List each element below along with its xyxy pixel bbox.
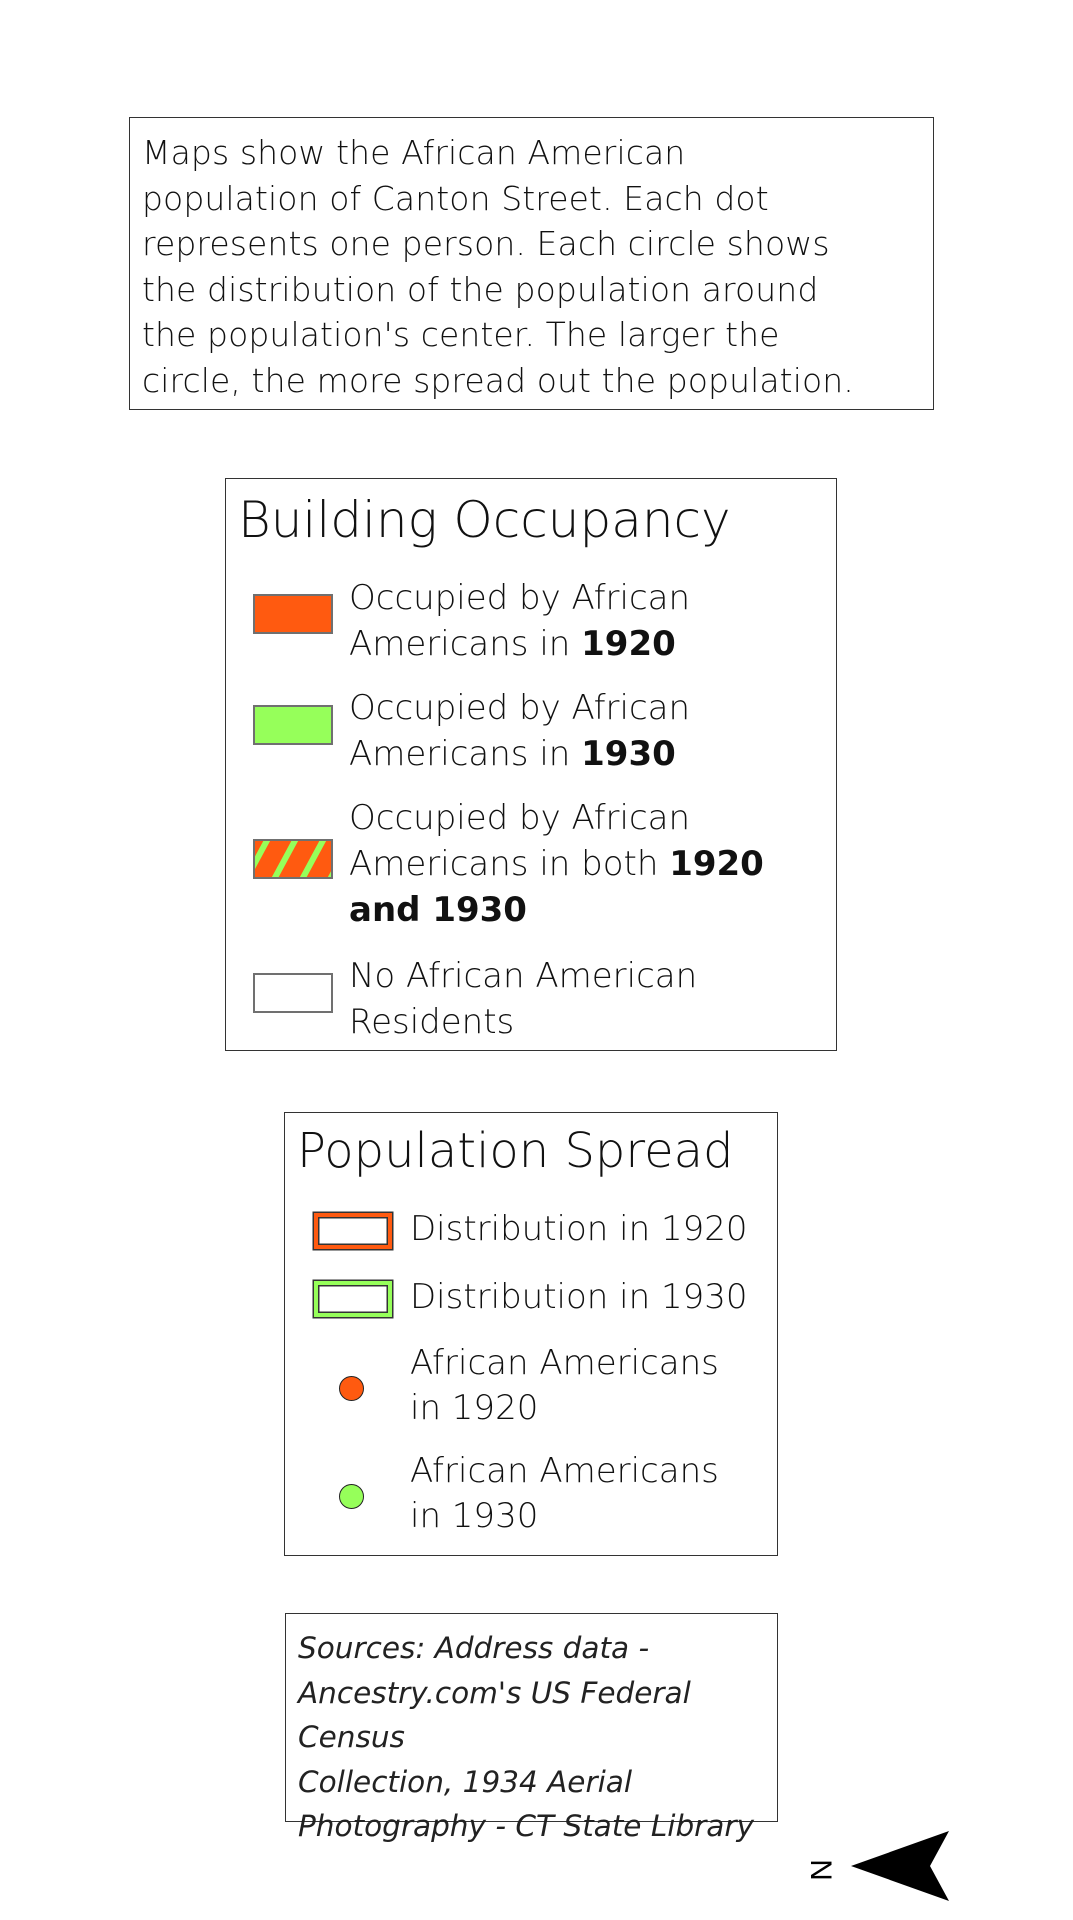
legend-title: Population Spread — [297, 1123, 734, 1179]
distribution-1920-swatch — [314, 1213, 392, 1249]
population-spread-legend: Population Spread Distribution in 1920 D… — [284, 1112, 778, 1556]
dots-1920-label: African Americans in 1920 — [410, 1343, 719, 1428]
legend-title: Building Occupancy — [238, 491, 731, 549]
distribution-1930-label: Distribution in 1930 — [410, 1277, 748, 1317]
building-occupancy-legend: Building Occupancy Occupied by African A… — [225, 478, 837, 1051]
no-residents-swatch — [253, 973, 333, 1013]
sources-text: Sources: Address data - Ancestry.com's U… — [298, 1631, 754, 1843]
occupied-both-hatched-swatch — [253, 839, 333, 879]
dot-1930-swatch — [339, 1484, 364, 1509]
map-description-box: Maps show the African American populatio… — [129, 117, 934, 410]
north-arrow: N — [804, 1826, 955, 1906]
description-line: the population's center. The larger the — [142, 315, 780, 354]
legend-item-label: Occupied by African Americans in 1920 — [349, 578, 691, 664]
occupied-1920-swatch — [253, 594, 333, 634]
description-line: the distribution of the population aroun… — [142, 269, 819, 309]
map-description: Maps show the African American populatio… — [142, 130, 921, 403]
north-arrow-icon: N — [804, 1831, 949, 1901]
distribution-1920-label: Distribution in 1920 — [410, 1209, 748, 1249]
description-line: represents one person. Each circle shows — [142, 224, 830, 263]
dots-1930-label: African Americans in 1930 — [410, 1451, 719, 1536]
description-line: Maps show the African American — [142, 133, 686, 172]
north-label: N — [805, 1859, 837, 1881]
distribution-1930-swatch — [314, 1281, 392, 1317]
sources-box: Sources: Address data - Ancestry.com's U… — [285, 1613, 778, 1843]
occupied-1930-swatch — [253, 705, 333, 745]
description-line: circle, the more spread out the populati… — [142, 360, 854, 400]
description-line: population of Canton Street. Each dot — [142, 178, 769, 218]
legend-item-label: Occupied by African Americans in 1930 — [349, 688, 691, 774]
dot-1920-swatch — [339, 1376, 364, 1401]
legend-item-label: Occupied by African Americans in both 19… — [349, 798, 764, 930]
legend-item-label: No African American Residents — [349, 956, 698, 1042]
